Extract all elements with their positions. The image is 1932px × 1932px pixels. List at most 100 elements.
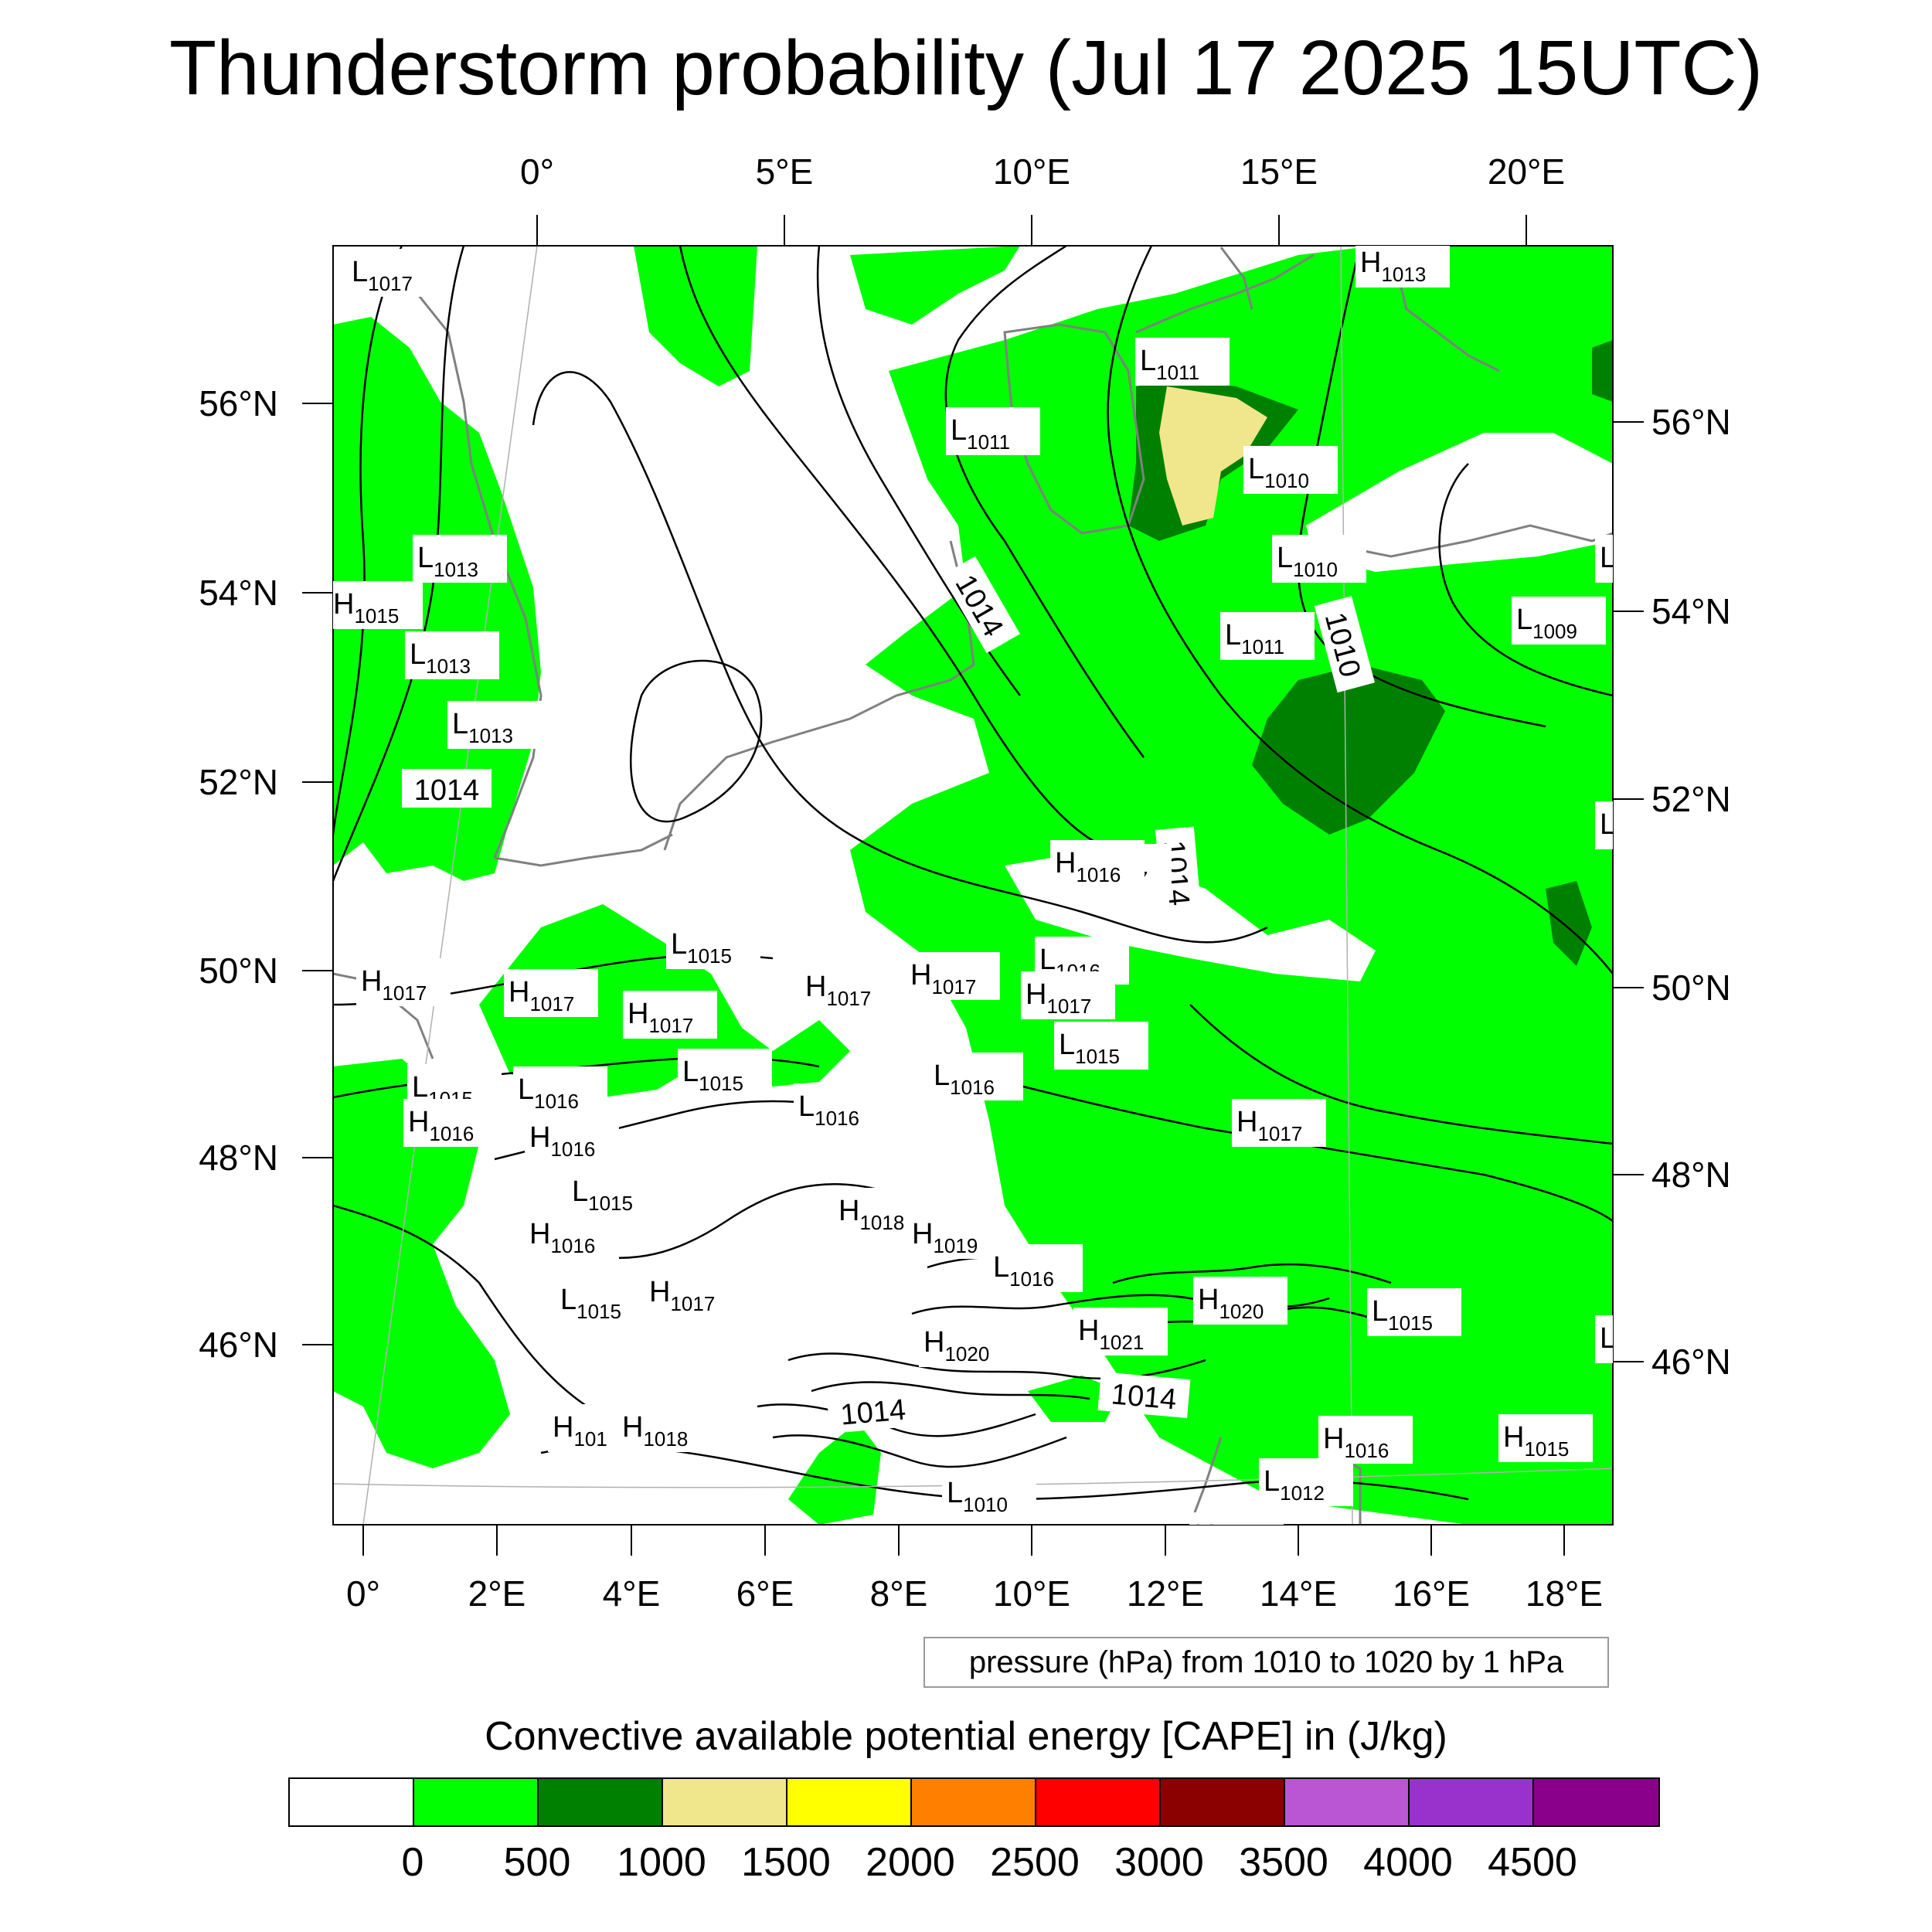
pressure-center-label: H1018 <box>617 1404 712 1452</box>
pressure-center-value: 1016 <box>550 1234 595 1257</box>
cape-colorbar <box>288 1777 1660 1827</box>
pressure-center-label: H1017 <box>504 969 598 1017</box>
svg-text:L1015: L1015 <box>572 1175 633 1215</box>
pressure-center-label: L1016 <box>513 1066 607 1114</box>
pressure-center-value: 1017 <box>368 272 413 295</box>
pressure-center-letter: L <box>798 1090 815 1123</box>
pressure-center-value: 1016 <box>815 1107 859 1130</box>
cape-region-dark-3 <box>1546 881 1592 966</box>
pressure-center-label: L1009 <box>1512 597 1606 645</box>
pressure-center-letter: L <box>560 1284 577 1316</box>
pressure-center-letter: L <box>352 256 368 288</box>
pressure-center-letter: H <box>1503 1421 1524 1454</box>
svg-text:H1020: H1020 <box>1198 1284 1264 1323</box>
svg-text:H101: H101 <box>553 1411 607 1451</box>
pressure-center-value: 1012 <box>1280 1481 1325 1505</box>
svg-text:H1017: H1017 <box>628 998 693 1037</box>
pressure-center-letter: L <box>518 1073 534 1106</box>
pressure-center-value: 1018 <box>643 1427 688 1451</box>
bottom-lon-label: 4°E <box>603 1573 661 1614</box>
pressure-center-value: 1016 <box>950 1076 995 1099</box>
pressure-center-letter: H <box>912 1218 933 1250</box>
svg-text:L1016: L1016 <box>934 1060 995 1099</box>
legend-swatch <box>787 1779 912 1825</box>
contour-label: 1014 <box>1110 1378 1178 1416</box>
pressure-center-value: 1015 <box>354 604 399 628</box>
pressure-center-letter: L <box>410 638 426 671</box>
right-lat-label: 46°N <box>1651 1342 1731 1382</box>
pressure-center-letter: L <box>1600 808 1616 841</box>
pressure-center-letter: L <box>671 928 687 961</box>
pressure-center-value: 1017 <box>670 1292 715 1315</box>
legend-tick-label: 3000 <box>1114 1840 1204 1885</box>
pressure-center-letter: L <box>1277 542 1293 574</box>
pressure-center-value: 1013 <box>1381 263 1426 286</box>
pressure-center-label: H1013 <box>1355 246 1450 287</box>
pressure-center-label: H1019 <box>907 1211 1002 1259</box>
svg-text:L1011: L1011 <box>1225 619 1284 658</box>
right-lat-label: 52°N <box>1651 779 1731 819</box>
bottom-lon-label: 0° <box>346 1573 380 1614</box>
pressure-center-label: L1013 <box>413 535 507 583</box>
legend-swatch <box>539 1779 663 1825</box>
pressure-center-label: H1016 <box>1318 1416 1413 1464</box>
pressure-center-letter: L <box>452 708 468 740</box>
left-lat-label: 52°N <box>199 762 278 802</box>
pressure-center-value: 1013 <box>426 655 471 678</box>
cape-field <box>333 246 1613 1525</box>
legend-swatch <box>912 1779 1036 1825</box>
legend-tick-label: 3500 <box>1239 1840 1328 1885</box>
pressure-center-label: H1020 <box>1193 1277 1287 1325</box>
pressure-center-letter: L <box>1059 1029 1075 1061</box>
svg-text:H1016: H1016 <box>1323 1423 1389 1462</box>
axis-ticks <box>302 215 1644 1556</box>
pressure-center-letter: L <box>993 1251 1009 1284</box>
bottom-lon-label: 18°E <box>1526 1573 1603 1614</box>
pressure-center-value: 1021 <box>1099 1331 1144 1354</box>
svg-text:H1018: H1018 <box>838 1195 904 1234</box>
pressure-center-label: L1016 <box>988 1244 1083 1292</box>
bottom-lon-label: 16°E <box>1393 1573 1470 1614</box>
legend-tick-label: 4000 <box>1363 1840 1453 1885</box>
pressure-center-label: H1016 <box>1050 840 1145 888</box>
pressure-center-value: 1016 <box>429 1122 474 1145</box>
pressure-center-label: L1016 <box>929 1053 1023 1100</box>
pressure-center-label: L1015 <box>678 1049 772 1097</box>
right-lat-label: 50°N <box>1651 968 1731 1008</box>
svg-text:H1017: H1017 <box>910 959 976 998</box>
pressure-center-value: 1017 <box>1046 995 1091 1018</box>
cape-region-dark-2 <box>1252 665 1445 835</box>
pressure-center-label: L1 <box>1595 801 1628 849</box>
svg-text:H1018: H1018 <box>622 1411 688 1451</box>
legend-swatch <box>1036 1779 1161 1825</box>
pressure-center-value: 1017 <box>1257 1122 1302 1145</box>
pressure-center-label: L1015 <box>1367 1288 1461 1336</box>
pressure-center-letter: L <box>1516 604 1532 636</box>
legend-tick-label: 2500 <box>990 1840 1080 1885</box>
svg-text:H1017: H1017 <box>1026 978 1091 1018</box>
map-title: Thunderstorm probability (Jul 17 2025 15… <box>168 25 1764 111</box>
pressure-center-letter: L <box>1372 1295 1388 1328</box>
pressure-center-letter: H <box>1078 1315 1099 1347</box>
left-lat-label: 50°N <box>199 951 278 991</box>
pressure-center-value: 1015 <box>1075 1045 1120 1068</box>
right-lat-labels: 56°N 54°N 52°N 50°N 48°N 46°N <box>1651 402 1731 1382</box>
svg-text:L1010: L1010 <box>1277 542 1338 581</box>
pressure-center-label: L1013 <box>405 631 499 679</box>
pressure-center-letter: H <box>805 971 826 1003</box>
svg-text:H1013: H1013 <box>1194 1519 1260 1559</box>
svg-text:L1016: L1016 <box>993 1251 1054 1291</box>
pressure-center-letter: L <box>572 1175 588 1208</box>
legend-swatch <box>663 1779 787 1825</box>
top-lon-label: 10°E <box>993 151 1070 192</box>
svg-text:H1019: H1019 <box>912 1218 978 1257</box>
svg-text:L1: L1 <box>1600 808 1628 848</box>
pressure-center-letter: L <box>1600 1322 1616 1355</box>
pressure-center-value: 1013 <box>1215 1536 1260 1559</box>
cape-region-khaki <box>1159 386 1267 526</box>
pressure-center-letter: L <box>951 414 967 447</box>
pressure-center-label: L1011 <box>1135 338 1230 386</box>
pressure-center-value: 1016 <box>1076 863 1121 886</box>
pressure-contour-note: pressure (hPa) from 1010 to 1020 by 1 hP… <box>923 1637 1609 1688</box>
